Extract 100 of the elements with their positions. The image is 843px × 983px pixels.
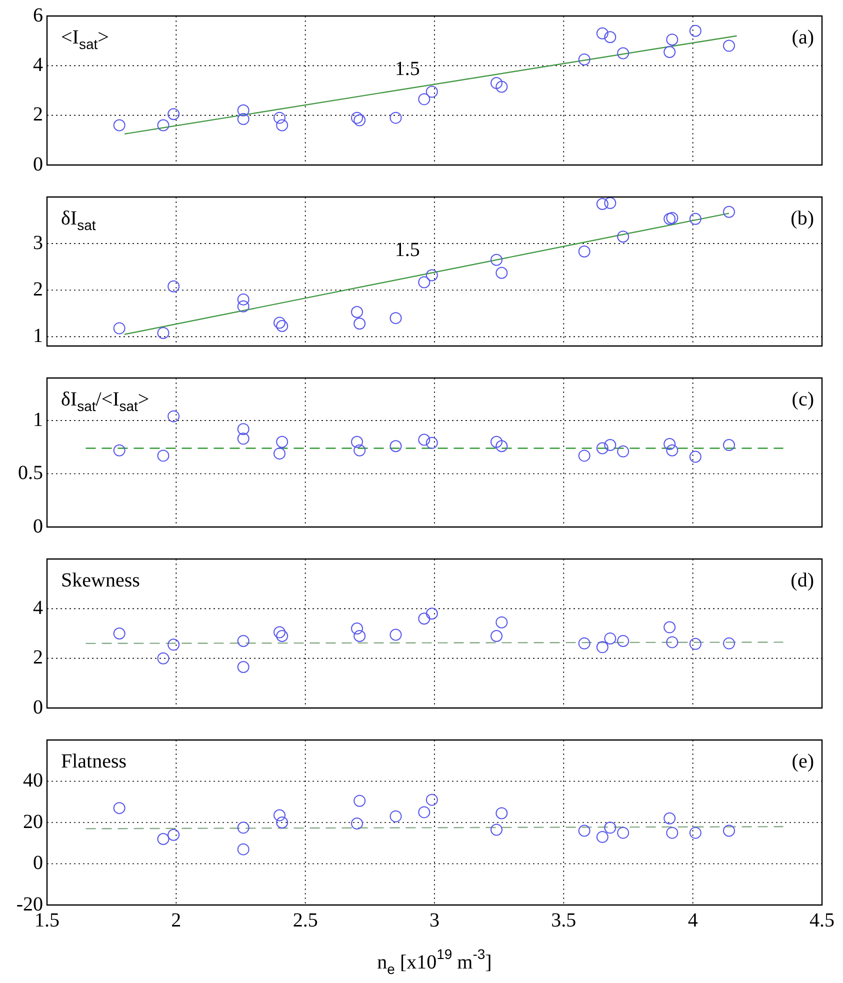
text: Skewness [61,569,140,592]
point [113,802,126,814]
point [274,448,286,460]
point [168,828,180,841]
point [276,630,288,642]
point [496,266,508,279]
point [354,630,366,642]
point [168,638,180,651]
y-tick-label: 2 [33,646,43,669]
point [666,212,678,224]
point [578,245,590,258]
point [578,824,590,837]
point [237,300,250,312]
point [689,450,702,463]
point [490,77,502,90]
point [578,450,590,462]
point [723,206,735,218]
point [351,436,363,448]
point [666,826,678,839]
point [426,436,438,449]
point [578,637,590,650]
y-tick-label: 0 [33,515,43,538]
annotation: (d) [790,569,814,592]
point [237,822,250,834]
point [351,112,363,124]
point [390,628,402,641]
point [426,794,438,806]
point [664,438,676,450]
point [168,280,180,292]
point [168,108,180,120]
y-tick-label: 4 [33,596,43,619]
text: Flatness [61,750,127,772]
x-tick-label: 3.5 [551,909,576,932]
y-tick-label: 6 [33,4,43,26]
point [237,293,250,306]
point [418,612,430,625]
point [157,833,170,845]
annotation: 1.5 [394,238,420,261]
point [490,630,502,642]
y-tick-label: 2 [33,104,43,126]
point [666,636,678,648]
point [354,444,366,456]
annotation: (c) [792,388,814,410]
point [390,112,402,124]
point [664,812,676,824]
point [426,86,438,98]
point [604,822,616,834]
point [168,410,180,422]
point [113,628,126,640]
y-tick-label: 0 [33,153,43,176]
annotation: (e) [792,750,814,772]
y-tick-label: 0 [33,696,43,718]
x-tick-label: 4 [688,909,698,932]
point [418,806,430,818]
point [496,80,508,93]
point [604,632,616,644]
x-tick-label: 2.5 [292,909,318,932]
point [490,824,502,836]
point [274,626,286,638]
x-tick-label: 2 [171,909,182,932]
point [354,114,366,126]
point [689,638,702,650]
point [689,826,702,839]
point [689,24,702,37]
point [664,621,676,634]
annotation: (a) [792,26,814,48]
y-tick-label: 40 [23,770,43,792]
point [237,113,250,126]
point [496,440,508,452]
point [237,661,250,674]
x-tick-label: 3 [430,909,440,932]
point [596,641,608,654]
point [666,444,678,456]
point [274,809,286,822]
point [496,616,508,628]
point [418,434,430,446]
point [723,637,735,650]
point [666,34,678,46]
point [496,807,508,820]
point [351,622,363,635]
point [604,439,616,452]
point [664,46,676,58]
y-tick-label: 0.5 [18,462,43,484]
point [113,322,126,334]
annotation: 1.5 [394,58,420,80]
point [418,93,430,106]
point [354,794,366,807]
point [689,212,702,225]
point [237,432,250,445]
point [426,269,438,282]
point [617,634,630,647]
point [274,112,286,124]
point [723,439,735,452]
point [390,440,402,452]
y-tick-label: 0 [33,852,43,874]
point [604,197,616,210]
point [237,423,250,436]
point [276,119,288,132]
y-tick-label: 1 [33,324,43,347]
point [157,326,170,339]
